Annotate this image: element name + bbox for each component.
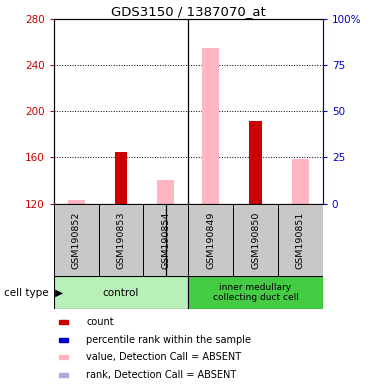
Bar <box>233 204 278 276</box>
Bar <box>115 152 127 204</box>
Text: percentile rank within the sample: percentile rank within the sample <box>86 334 251 344</box>
Text: GSM190851: GSM190851 <box>296 211 305 269</box>
Text: GSM190853: GSM190853 <box>116 211 125 269</box>
Text: GSM190852: GSM190852 <box>72 211 81 269</box>
Bar <box>99 204 144 276</box>
Title: GDS3150 / 1387070_at: GDS3150 / 1387070_at <box>111 5 266 18</box>
Bar <box>249 121 262 204</box>
Bar <box>202 48 219 204</box>
Text: GSM190850: GSM190850 <box>251 211 260 269</box>
Bar <box>188 276 323 309</box>
Text: GSM190849: GSM190849 <box>206 211 215 269</box>
Bar <box>59 373 68 377</box>
Bar <box>68 200 85 204</box>
Bar <box>292 159 309 204</box>
Text: GSM190854: GSM190854 <box>161 211 170 269</box>
Bar <box>59 338 68 341</box>
Bar <box>54 204 99 276</box>
Text: inner medullary
collecting duct cell: inner medullary collecting duct cell <box>213 283 298 303</box>
Bar <box>59 320 68 324</box>
Text: cell type  ▶: cell type ▶ <box>4 288 63 298</box>
Text: control: control <box>103 288 139 298</box>
Text: value, Detection Call = ABSENT: value, Detection Call = ABSENT <box>86 353 241 362</box>
Text: rank, Detection Call = ABSENT: rank, Detection Call = ABSENT <box>86 370 236 380</box>
Bar <box>157 180 174 204</box>
Bar <box>59 356 68 359</box>
Bar <box>54 276 188 309</box>
Bar <box>188 204 233 276</box>
Bar <box>144 204 188 276</box>
Text: count: count <box>86 317 114 327</box>
Bar <box>278 204 323 276</box>
